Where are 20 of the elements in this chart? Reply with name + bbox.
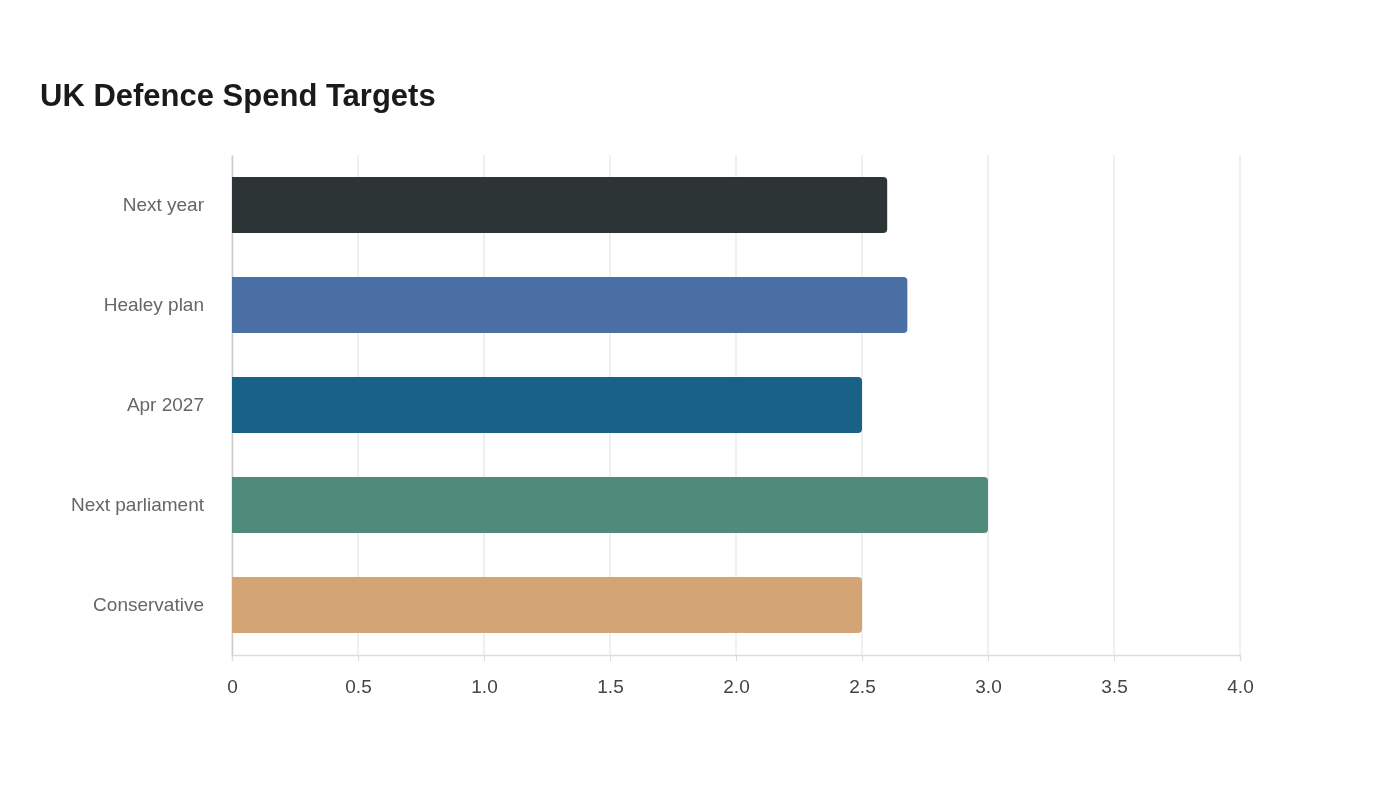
x-tick-label: 1.5 [597, 675, 624, 697]
x-tick-label: 2.0 [723, 675, 750, 697]
y-tick-label: Apr 2027 [126, 394, 204, 416]
x-tick-label: 1.0 [471, 675, 498, 697]
bar [232, 177, 888, 233]
chart-title: UK Defence Spend Targets [40, 78, 436, 113]
x-tick-label: 0 [227, 675, 238, 697]
bar [232, 377, 862, 433]
bar [232, 277, 908, 333]
x-tick-label: 3.5 [1101, 675, 1128, 697]
x-tick-label: 0.5 [345, 675, 372, 697]
x-tick-label: 4.0 [1227, 675, 1254, 697]
y-tick-label: Next parliament [70, 494, 205, 516]
bar [232, 477, 988, 533]
bar [232, 577, 862, 633]
y-tick-label: Healey plan [103, 294, 204, 316]
x-tick-label: 3.0 [975, 675, 1002, 697]
y-tick-label: Conservative [93, 594, 204, 616]
x-tick-label: 2.5 [849, 675, 876, 697]
y-tick-label: Next year [122, 194, 205, 216]
